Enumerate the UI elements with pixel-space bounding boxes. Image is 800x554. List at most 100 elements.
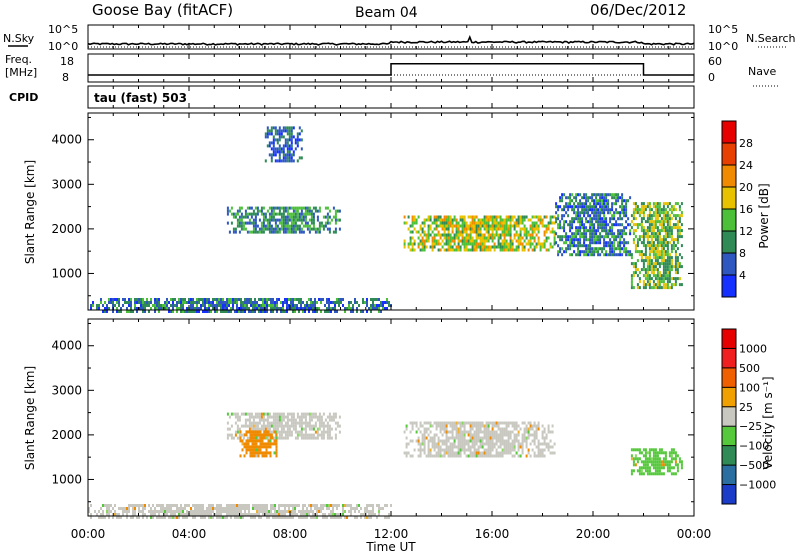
range-cell [435,215,438,219]
range-cell [636,274,639,278]
range-cell [226,513,228,516]
range-cell [575,226,578,230]
range-cell [525,439,528,443]
range-cell [290,147,293,151]
range-cell [140,504,142,507]
range-cell [617,241,620,245]
range-cell [493,454,496,458]
range-cell [646,283,649,287]
range-cell [270,206,273,210]
range-cell [238,415,241,419]
range-cell [308,510,310,513]
range-cell [664,229,667,233]
range-cell [208,301,210,304]
range-cell [648,286,651,290]
range-cell [475,230,478,234]
range-cell [668,223,671,227]
range-cell [290,206,293,210]
range-cell [238,230,241,234]
range-cell [328,227,331,231]
range-cell [304,415,307,419]
range-cell [670,217,673,221]
range-cell [328,507,330,510]
range-cell [106,513,108,516]
range-cell [455,421,458,425]
range-cell [591,223,594,227]
range-cell [662,274,665,278]
range-cell [166,513,168,516]
range-cell [475,436,478,440]
range-cell [332,301,334,304]
range-cell [467,239,470,243]
range-cell [519,221,522,225]
range-cell [479,224,482,228]
range-cell [296,421,299,425]
range-cell [619,244,622,248]
range-cell [642,214,645,218]
range-cell [282,301,284,304]
range-cell [541,451,544,455]
range-cell [521,245,524,249]
range-cell [156,510,158,513]
range-cell [648,448,651,452]
range-cell [282,513,284,516]
range-cell [170,298,172,301]
range-cell [160,516,162,519]
range-cell [268,224,271,228]
range-cell [104,310,106,313]
range-cell [239,439,242,443]
range-cell [276,212,279,216]
range-cell [334,212,337,216]
range-cell [463,215,466,219]
range-cell [642,460,645,464]
range-cell [302,206,305,210]
range-cell [583,208,586,212]
range-cell [630,256,633,260]
range-cell [240,307,242,310]
range-cell [176,304,178,307]
range-cell [286,415,289,419]
range-cell [491,239,494,243]
range-cell [545,445,548,449]
range-cell [134,513,136,516]
range-cell [621,205,624,209]
range-cell [274,227,277,231]
range-cell [292,230,295,234]
colorbar-tick-label: −100 [739,440,769,453]
range-cell [662,211,665,215]
range-cell [196,304,198,307]
range-cell [318,206,321,210]
range-cell [280,212,283,216]
range-cell [253,436,256,440]
range-cell [294,218,297,222]
range-cell [483,224,486,228]
range-cell [587,244,590,248]
range-cell [461,436,464,440]
range-cell [318,307,320,310]
range-cell [638,211,641,215]
range-cell [172,516,174,519]
range-cell [286,436,289,440]
range-cell [246,206,249,210]
range-cell [467,248,470,252]
range-cell [511,430,514,434]
range-cell [541,436,544,440]
range-cell [676,271,679,275]
range-cell [308,209,311,213]
range-cell [308,436,311,440]
range-cell [457,433,460,437]
range-cell [405,445,408,449]
range-cell [362,513,364,516]
range-cell [672,466,675,470]
range-cell [625,247,628,251]
range-cell [248,206,251,210]
range-cell [531,424,534,428]
range-cell [413,448,416,452]
range-cell [286,129,289,133]
range-cell [244,412,247,416]
range-cell [280,150,283,154]
range-cell [587,250,590,254]
range-cell [485,442,488,446]
range-cell [312,218,315,222]
range-cell [234,430,237,434]
